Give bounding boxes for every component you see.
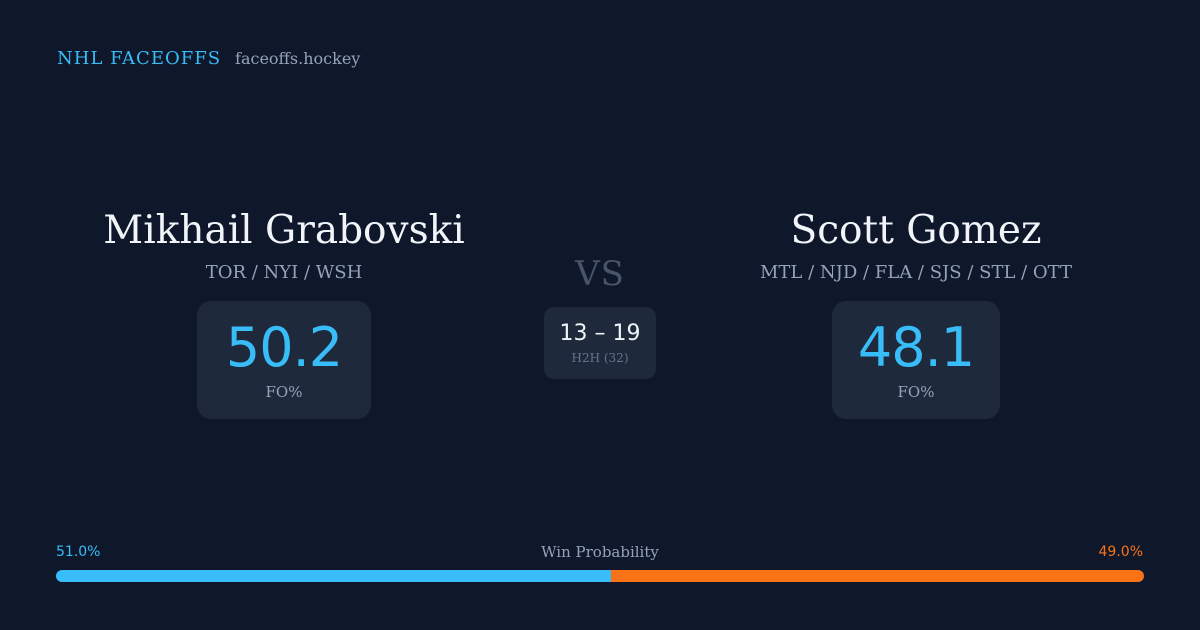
player-left-fo-value: 50.2 (225, 316, 343, 379)
player-right-teams: MTL / NJD / FLA / SJS / STL / OTT (759, 262, 1073, 283)
win-probability-right-segment (610, 570, 1144, 582)
player-left-teams: TOR / NYI / WSH (205, 262, 363, 283)
player-left-card: Mikhail Grabovski TOR / NYI / WSH 50.2 F… (54, 208, 514, 419)
win-probability-bar (56, 570, 1144, 582)
head-to-head-box: 13 – 19 H2H (32) (544, 307, 656, 379)
brand-header: NHL FACEOFFS faceoffs.hockey (57, 48, 360, 69)
win-probability-right-value: 49.0% (1098, 544, 1143, 560)
player-left-name: Mikhail Grabovski (103, 208, 465, 253)
player-left-fo-label: FO% (265, 383, 303, 401)
win-probability-title: Win Probability (541, 543, 659, 561)
head-to-head-label: H2H (32) (571, 351, 629, 365)
versus-label: VS (575, 254, 625, 294)
player-right-card: Scott Gomez MTL / NJD / FLA / SJS / STL … (686, 208, 1146, 419)
win-probability-left-segment (56, 570, 611, 582)
player-left-fo-box: 50.2 FO% (197, 301, 371, 419)
brand-name: NHL FACEOFFS (57, 48, 222, 69)
player-right-fo-value: 48.1 (857, 316, 975, 379)
player-right-fo-label: FO% (897, 383, 935, 401)
head-to-head-score: 13 – 19 (559, 321, 641, 346)
brand-domain: faceoffs.hockey (235, 49, 361, 68)
player-right-name: Scott Gomez (790, 208, 1042, 253)
player-right-fo-box: 48.1 FO% (832, 301, 1000, 419)
win-probability-left-value: 51.0% (56, 544, 101, 560)
